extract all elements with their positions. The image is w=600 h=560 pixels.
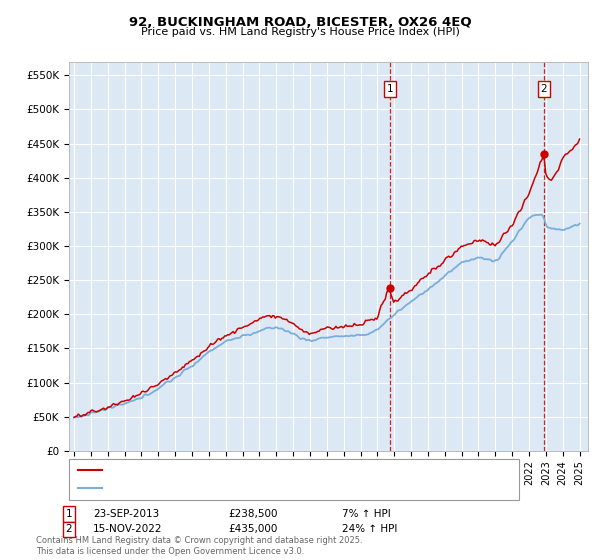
Text: 1: 1 [386,84,393,94]
Text: 92, BUCKINGHAM ROAD, BICESTER, OX26 4EQ: 92, BUCKINGHAM ROAD, BICESTER, OX26 4EQ [128,16,472,29]
Text: 23-SEP-2013: 23-SEP-2013 [93,509,159,519]
Text: Contains HM Land Registry data © Crown copyright and database right 2025.
This d: Contains HM Land Registry data © Crown c… [36,536,362,556]
Text: 2: 2 [65,524,73,534]
Text: £238,500: £238,500 [228,509,277,519]
Text: £435,000: £435,000 [228,524,277,534]
Text: 92, BUCKINGHAM ROAD, BICESTER, OX26 4EQ (semi-detached house): 92, BUCKINGHAM ROAD, BICESTER, OX26 4EQ … [106,465,449,475]
Text: 1: 1 [65,509,73,519]
Text: HPI: Average price, semi-detached house, Cherwell: HPI: Average price, semi-detached house,… [106,483,356,493]
Text: 15-NOV-2022: 15-NOV-2022 [93,524,163,534]
Text: 2: 2 [541,84,547,94]
Text: 24% ↑ HPI: 24% ↑ HPI [342,524,397,534]
Text: 7% ↑ HPI: 7% ↑ HPI [342,509,391,519]
Text: Price paid vs. HM Land Registry's House Price Index (HPI): Price paid vs. HM Land Registry's House … [140,27,460,37]
